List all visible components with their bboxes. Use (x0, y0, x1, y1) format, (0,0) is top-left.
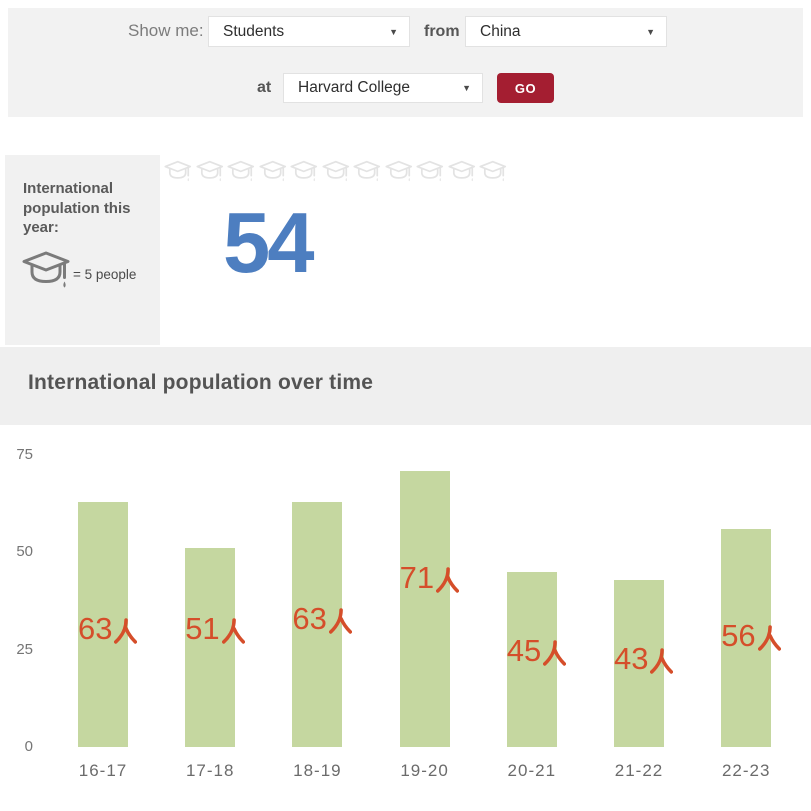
ren-character-icon (543, 640, 567, 666)
graduation-cap-icon (479, 160, 507, 182)
x-axis-tick-label: 18-19 (293, 761, 342, 780)
x-axis-tick-label: 21-22 (614, 761, 664, 780)
annotation-value: 63 (292, 601, 327, 636)
icon-legend: = 5 people (73, 267, 137, 282)
graduation-cap-icon (321, 160, 349, 182)
y-axis-tick-label: 25 (16, 640, 33, 658)
school-dropdown-value: Harvard College (298, 79, 410, 96)
x-axis-tick-label: 19-20 (400, 761, 449, 780)
bar-annotation: 45 (506, 633, 567, 668)
summary-panel: International population this year: = 5 … (5, 155, 160, 345)
chevron-down-icon: ▼ (646, 26, 655, 37)
annotation-value: 56 (721, 618, 756, 653)
chart-header: International population over time (0, 347, 811, 425)
bar-annotation: 63 (78, 611, 138, 646)
bar-chart: 0 25 50 75 63 16-17 51 17-18 63 18-19 71 19-20 45 20-… (0, 425, 811, 811)
subject-dropdown-value: Students (223, 22, 285, 40)
graduation-cap-icon (258, 160, 286, 182)
bar-22-23[interactable] (721, 529, 772, 747)
school-dropdown[interactable]: Harvard College ▼ (283, 73, 483, 103)
panel-title: International population this year: (23, 180, 131, 236)
subject-dropdown[interactable]: Students ▼ (208, 16, 410, 47)
graduation-cap-icon (353, 160, 381, 182)
ren-character-icon (650, 648, 674, 674)
x-axis-tick-label: 17-18 (185, 761, 235, 780)
graduation-cap-icon (195, 160, 223, 182)
graduation-cap-icon (384, 160, 412, 182)
chevron-down-icon: ▼ (462, 82, 471, 93)
bar-17-18[interactable] (185, 548, 236, 747)
bar-21-22[interactable] (614, 580, 664, 747)
annotation-value: 43 (614, 641, 649, 676)
bar-annotation: 63 (292, 601, 352, 636)
population-pictograms (163, 159, 508, 186)
ren-character-icon (328, 608, 352, 634)
country-dropdown[interactable]: China ▼ (465, 16, 667, 47)
ren-character-icon (221, 618, 245, 644)
x-axis-tick-label: 22-23 (721, 761, 771, 780)
x-axis-tick-label: 20-21 (507, 761, 557, 780)
graduation-cap-icon (447, 160, 475, 182)
graduation-cap-icon (290, 160, 318, 182)
ren-character-icon (436, 567, 460, 593)
bar-18-19[interactable] (292, 502, 343, 747)
chevron-down-icon: ▼ (389, 26, 398, 37)
bar-16-17[interactable] (78, 502, 128, 747)
chart-title: International population over time (28, 371, 374, 394)
bar-annotation: 71 (399, 560, 460, 595)
show-me-label: Show me: (128, 21, 204, 40)
y-axis-tick-label: 50 (16, 543, 33, 561)
bar-19-20[interactable] (399, 471, 450, 747)
ren-character-icon (114, 618, 138, 644)
x-axis-tick-label: 16-17 (78, 761, 128, 780)
go-button[interactable]: GO (497, 73, 554, 103)
graduation-cap-icon (227, 160, 255, 182)
graduation-cap-icon (416, 160, 444, 182)
annotation-value: 45 (506, 633, 542, 668)
at-label: at (257, 79, 272, 96)
bar-annotation: 56 (721, 618, 781, 653)
country-dropdown-value: China (480, 22, 521, 40)
y-axis-tick-label: 75 (16, 446, 33, 464)
bar-annotation: 43 (614, 641, 674, 676)
ren-character-icon (757, 625, 781, 651)
graduation-cap-icon (20, 249, 72, 297)
graduation-cap-icon (22, 251, 70, 288)
graduation-cap-icon (164, 160, 192, 182)
from-label: from (424, 23, 460, 40)
population-count: 54 (223, 196, 315, 291)
bar-annotation: 51 (185, 611, 245, 646)
annotation-value: 63 (78, 611, 113, 646)
y-axis-tick-label: 0 (24, 738, 33, 755)
annotation-value: 71 (399, 560, 435, 595)
annotation-value: 51 (185, 611, 220, 646)
filter-bar: Show me: Students ▼ from China ▼ at Harv… (8, 8, 803, 117)
